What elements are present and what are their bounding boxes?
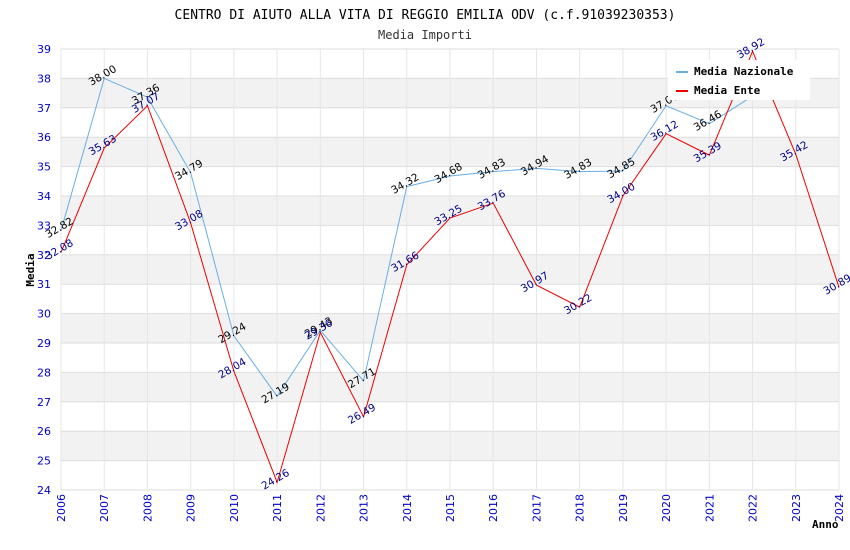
y-tick-label: 29 <box>37 337 51 350</box>
x-axis-ticks: 2006 2007 2008 2009 2010 2011 2012 2013 2014 2015… <box>55 494 846 522</box>
x-tick-label: 2011 <box>271 494 284 522</box>
legend-label-media-ente: Media Ente <box>694 84 761 97</box>
x-tick-label: 2010 <box>228 494 241 522</box>
y-tick-label: 24 <box>37 484 51 497</box>
x-axis-label: Anno <box>812 518 839 531</box>
y-axis-label: Media <box>24 253 37 286</box>
y-axis-ticks: 24 25 26 27 28 29 30 31 32 33 34 35 36 37 38 39 <box>37 43 51 497</box>
y-tick-label: 32 <box>37 249 51 262</box>
x-tick-label: 2023 <box>790 494 803 522</box>
y-tick-label: 35 <box>37 161 51 174</box>
x-tick-label: 2013 <box>358 494 371 522</box>
x-tick-label: 2007 <box>98 494 111 522</box>
y-tick-label: 39 <box>37 43 51 56</box>
legend-label-media-nazionale: Media Nazionale <box>694 65 794 78</box>
legend: Media Nazionale Media Ente <box>668 60 810 100</box>
series-line-0 <box>60 77 753 398</box>
legend-box <box>668 60 810 100</box>
x-tick-label: 2016 <box>487 494 500 522</box>
x-tick-label: 2021 <box>703 494 716 522</box>
y-tick-label: 33 <box>37 219 51 232</box>
y-tick-label: 30 <box>37 308 51 321</box>
x-tick-label: 2020 <box>660 494 673 522</box>
x-tick-label: 2014 <box>401 494 414 522</box>
x-tick-label: 2006 <box>55 494 68 522</box>
series-lines <box>60 50 840 484</box>
x-tick-label: 2018 <box>574 494 587 522</box>
y-tick-label: 37 <box>37 102 51 115</box>
y-tick-label: 36 <box>37 131 51 144</box>
x-tick-label: 2009 <box>185 494 198 522</box>
x-tick-label: 2022 <box>747 494 760 522</box>
x-tick-label: 2019 <box>617 494 630 522</box>
y-tick-label: 28 <box>37 366 51 379</box>
x-tick-label: 2024 <box>833 494 846 522</box>
x-tick-label: 2008 <box>141 494 154 522</box>
chart-title: CENTRO DI AIUTO ALLA VITA DI REGGIO EMIL… <box>175 8 676 23</box>
y-tick-label: 26 <box>37 425 51 438</box>
chart-subtitle: Media Importi <box>378 28 472 42</box>
y-tick-label: 38 <box>37 72 51 85</box>
y-tick-label: 31 <box>37 278 51 291</box>
grid-lines <box>60 48 840 491</box>
y-tick-label: 34 <box>37 190 51 203</box>
series-line-1 <box>60 50 840 484</box>
x-tick-label: 2015 <box>444 494 457 522</box>
y-tick-label: 27 <box>37 396 51 409</box>
x-tick-label: 2017 <box>530 494 543 522</box>
y-tick-label: 25 <box>37 455 51 468</box>
x-tick-label: 2012 <box>314 494 327 522</box>
